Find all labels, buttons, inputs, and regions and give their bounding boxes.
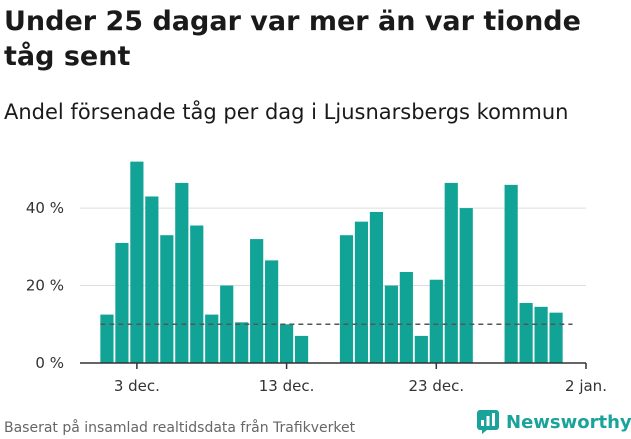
x-tick-label: 3 dec. <box>114 377 160 395</box>
chart-title: Under 25 dagar var mer än var tionde tåg… <box>4 6 581 72</box>
bar <box>519 302 533 363</box>
x-tick-label: 13 dec. <box>259 377 315 395</box>
bar <box>504 184 518 363</box>
bar <box>130 161 144 363</box>
bar <box>235 322 249 363</box>
bar <box>549 312 563 363</box>
bar <box>369 211 384 363</box>
bar <box>115 242 129 363</box>
bar-chart-logo-icon <box>477 410 499 434</box>
y-tick-label: 0 % <box>35 354 64 372</box>
bar <box>190 225 204 363</box>
bar <box>354 221 369 363</box>
bar <box>459 208 473 363</box>
bar <box>429 279 443 363</box>
chart-subtitle: Andel försenade tåg per dag i Ljusnarsbe… <box>4 100 569 124</box>
brand-name: Newsworthy <box>506 411 631 433</box>
source-note: Baserat på insamlad realtidsdata från Tr… <box>4 420 356 436</box>
bar <box>175 182 189 363</box>
y-tick-label: 40 % <box>26 199 64 217</box>
brand-logo: Newsworthy <box>476 408 631 436</box>
bar <box>294 335 309 363</box>
bar <box>414 335 428 363</box>
bar <box>100 314 114 363</box>
bar <box>399 271 413 363</box>
x-tick-label: 23 dec. <box>408 377 464 395</box>
bar <box>444 182 458 363</box>
bar <box>160 235 174 363</box>
bar <box>265 260 279 363</box>
bar <box>145 196 159 363</box>
y-tick-label: 20 % <box>26 277 64 295</box>
bar <box>250 239 264 363</box>
bar <box>205 314 219 363</box>
bar <box>280 324 294 363</box>
x-tick-label: 2 jan. <box>565 377 607 395</box>
bar <box>534 306 548 363</box>
bar <box>339 235 354 363</box>
